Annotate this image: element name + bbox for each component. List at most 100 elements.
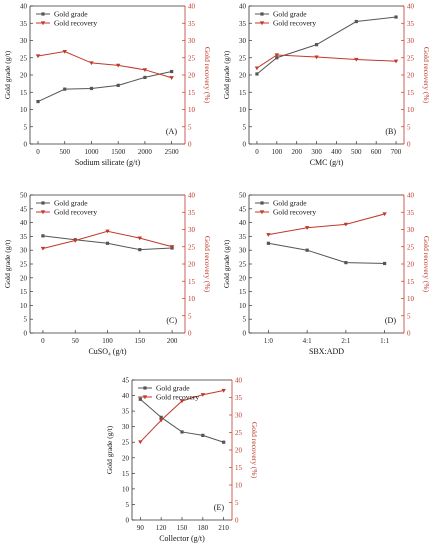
panel-label: (B) <box>385 127 396 136</box>
x-tick-label: 120 <box>156 524 167 532</box>
legend-marker <box>259 21 265 26</box>
y-left-tick-label: 45 <box>20 205 28 213</box>
panel-label: (E) <box>214 503 225 512</box>
y-right-tick-label: 20 <box>235 447 243 455</box>
y-right-tick-label: 0 <box>188 141 192 149</box>
legend-label: Gold grade <box>54 10 88 19</box>
series-line-gold-grade <box>140 398 224 443</box>
y-left-tick-label: 40 <box>20 3 28 11</box>
data-point-gold-recovery <box>221 388 226 393</box>
series-line-gold-recovery <box>42 230 173 249</box>
x-tick-label: 210 <box>218 524 229 532</box>
y-right-axis-title: Gold recovery (%) <box>422 47 431 104</box>
data-point-gold-recovery <box>354 57 359 62</box>
data-point-gold-grade <box>344 261 348 265</box>
x-tick-label: 180 <box>198 524 209 532</box>
data-point-gold-recovery <box>142 68 148 73</box>
x-tick-label: 500 <box>351 148 362 156</box>
data-point-gold-recovery <box>138 440 143 445</box>
data-point-gold-recovery <box>62 49 67 54</box>
legend-marker <box>260 12 264 16</box>
x-tick-label: 200 <box>167 337 178 345</box>
data-point-gold-grade <box>305 248 309 252</box>
y-left-tick-label: 15 <box>20 288 28 296</box>
y-left-tick-label: 0 <box>243 141 247 149</box>
x-tick-label: 90 <box>137 524 145 532</box>
y-right-tick-label: 30 <box>407 37 415 45</box>
y-right-tick-label: 40 <box>188 192 196 200</box>
y-left-tick-label: 15 <box>239 89 247 97</box>
x-tick-label: 0 <box>41 337 45 345</box>
x-tick-label: 1:1 <box>380 337 389 345</box>
y-right-tick-label: 25 <box>188 243 196 251</box>
y-left-tick-label: 10 <box>20 106 28 114</box>
y-right-tick-label: 30 <box>235 412 243 420</box>
y-left-tick-label: 35 <box>239 20 247 28</box>
x-tick-label: 700 <box>391 148 402 156</box>
y-left-tick-label: 0 <box>24 141 28 149</box>
data-point-gold-grade <box>138 248 142 252</box>
legend-marker <box>40 210 46 215</box>
y-left-tick-label: 0 <box>243 330 247 338</box>
x-tick-label: 500 <box>59 148 70 156</box>
legend-label: Gold recovery <box>54 19 97 28</box>
y-left-tick-label: 25 <box>20 54 28 62</box>
y-right-tick-label: 20 <box>188 72 196 80</box>
y-left-tick-label: 30 <box>20 37 28 45</box>
y-left-tick-label: 45 <box>122 377 130 385</box>
y-right-tick-label: 5 <box>188 312 192 320</box>
chart-panel-3: 0 5 10 15 20 25 30 35 40 45 50 0 5 10 15 20 25 30 35 40 0 50 1… <box>3 192 212 357</box>
y-right-tick-label: 40 <box>407 192 415 200</box>
data-point-gold-recovery <box>274 53 280 58</box>
y-left-axis-title: Gold grade (g/t) <box>3 239 12 288</box>
y-left-tick-label: 40 <box>20 219 28 227</box>
y-right-tick-label: 15 <box>188 278 196 286</box>
x-axis-title: Sodium silicate (g/t) <box>75 158 141 167</box>
y-right-axis-title: Gold recovery (%) <box>250 422 259 479</box>
series-line-gold-recovery <box>37 51 172 79</box>
x-axis-title: CMC (g/t) <box>310 158 344 167</box>
y-right-tick-label: 30 <box>188 226 196 234</box>
y-left-tick-label: 15 <box>122 470 130 478</box>
series-line-gold-grade <box>268 242 385 264</box>
y-right-tick-label: 35 <box>188 20 196 28</box>
y-right-tick-label: 10 <box>188 295 196 303</box>
y-left-tick-label: 10 <box>239 302 247 310</box>
data-point-gold-grade <box>201 433 205 437</box>
legend-marker <box>142 395 148 400</box>
data-point-gold-recovery <box>343 222 349 227</box>
data-point-gold-grade <box>41 234 45 238</box>
y-left-tick-label: 25 <box>239 54 247 62</box>
data-point-gold-grade <box>63 87 67 91</box>
y-right-tick-label: 20 <box>407 72 415 80</box>
y-right-tick-label: 10 <box>188 106 196 114</box>
y-left-tick-label: 15 <box>20 89 28 97</box>
y-right-axis-title: Gold recovery (%) <box>203 236 212 293</box>
data-point-gold-recovery <box>382 212 387 217</box>
y-right-tick-label: 40 <box>407 3 415 11</box>
data-point-gold-recovery <box>304 226 310 230</box>
data-point-gold-recovery <box>73 238 78 243</box>
x-tick-label: 300 <box>311 148 322 156</box>
y-left-tick-label: 25 <box>239 261 247 269</box>
legend-label: Gold grade <box>54 199 88 208</box>
y-right-tick-label: 10 <box>407 295 415 303</box>
data-point-gold-grade <box>354 19 358 24</box>
y-left-tick-label: 5 <box>24 123 28 131</box>
data-point-gold-recovery <box>137 236 142 241</box>
legend-marker <box>143 386 147 390</box>
x-axis-title: CuSO₄ (g/t) <box>88 347 126 356</box>
data-point-gold-grade <box>314 43 319 47</box>
x-tick-label: 1000 <box>84 148 99 156</box>
legend-label: Gold recovery <box>54 208 97 217</box>
y-left-tick-label: 20 <box>239 72 247 80</box>
y-right-tick-label: 10 <box>407 106 415 114</box>
legend-marker <box>40 21 46 26</box>
data-point-gold-grade <box>143 75 147 80</box>
y-left-tick-label: 15 <box>239 288 247 296</box>
y-left-tick-label: 25 <box>122 439 130 447</box>
y-right-tick-label: 15 <box>235 464 243 472</box>
y-right-tick-label: 25 <box>407 243 415 251</box>
x-tick-label: 100 <box>272 148 283 156</box>
